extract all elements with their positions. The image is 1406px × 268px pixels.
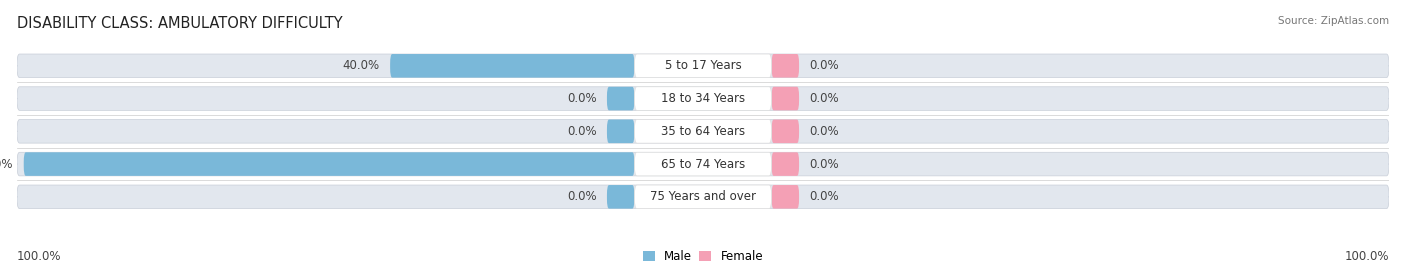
FancyBboxPatch shape: [17, 152, 1389, 176]
Text: 0.0%: 0.0%: [810, 59, 839, 72]
FancyBboxPatch shape: [24, 152, 634, 176]
FancyBboxPatch shape: [772, 152, 799, 176]
Text: 100.0%: 100.0%: [0, 158, 14, 170]
Text: Source: ZipAtlas.com: Source: ZipAtlas.com: [1278, 16, 1389, 26]
Text: 35 to 64 Years: 35 to 64 Years: [661, 125, 745, 138]
FancyBboxPatch shape: [634, 152, 772, 176]
Text: 100.0%: 100.0%: [17, 250, 62, 263]
Text: 5 to 17 Years: 5 to 17 Years: [665, 59, 741, 72]
FancyBboxPatch shape: [17, 120, 1389, 143]
Text: 75 Years and over: 75 Years and over: [650, 190, 756, 203]
FancyBboxPatch shape: [389, 54, 634, 78]
FancyBboxPatch shape: [772, 120, 799, 143]
Text: DISABILITY CLASS: AMBULATORY DIFFICULTY: DISABILITY CLASS: AMBULATORY DIFFICULTY: [17, 16, 343, 31]
FancyBboxPatch shape: [772, 54, 799, 78]
Text: 100.0%: 100.0%: [1344, 250, 1389, 263]
Text: 0.0%: 0.0%: [810, 190, 839, 203]
Text: 0.0%: 0.0%: [810, 125, 839, 138]
Text: 0.0%: 0.0%: [810, 158, 839, 170]
FancyBboxPatch shape: [607, 87, 634, 110]
Text: 0.0%: 0.0%: [810, 92, 839, 105]
Text: 65 to 74 Years: 65 to 74 Years: [661, 158, 745, 170]
FancyBboxPatch shape: [17, 54, 1389, 78]
FancyBboxPatch shape: [607, 120, 634, 143]
Text: 0.0%: 0.0%: [567, 190, 596, 203]
FancyBboxPatch shape: [634, 54, 772, 78]
FancyBboxPatch shape: [772, 87, 799, 110]
FancyBboxPatch shape: [634, 185, 772, 209]
Text: 0.0%: 0.0%: [567, 125, 596, 138]
FancyBboxPatch shape: [634, 87, 772, 110]
Legend: Male, Female: Male, Female: [643, 250, 763, 263]
FancyBboxPatch shape: [634, 120, 772, 143]
Text: 18 to 34 Years: 18 to 34 Years: [661, 92, 745, 105]
Text: 40.0%: 40.0%: [343, 59, 380, 72]
FancyBboxPatch shape: [772, 185, 799, 209]
FancyBboxPatch shape: [17, 185, 1389, 209]
FancyBboxPatch shape: [607, 185, 634, 209]
Text: 0.0%: 0.0%: [567, 92, 596, 105]
FancyBboxPatch shape: [17, 87, 1389, 110]
